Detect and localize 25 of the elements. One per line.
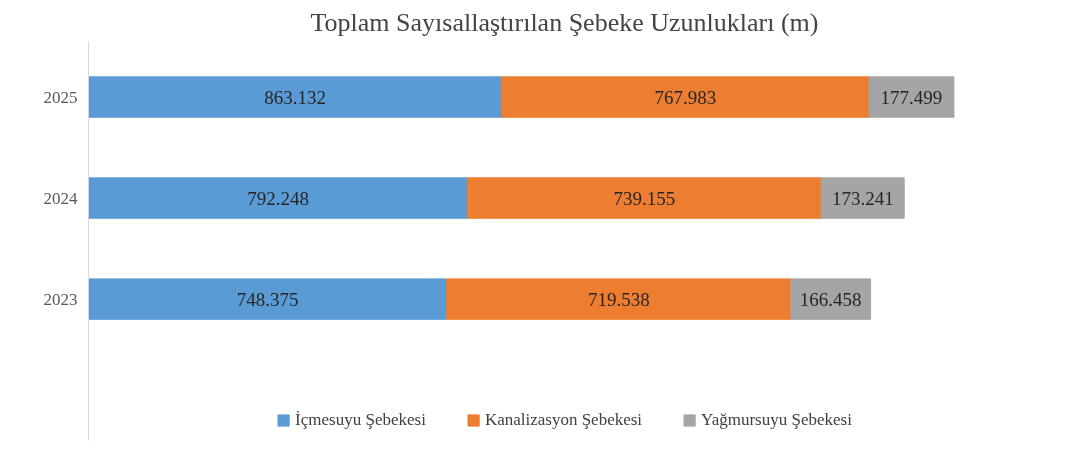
data-label: 173.241 [831,187,894,209]
bar [790,278,872,320]
data-label: 166.458 [799,288,862,310]
bar [820,177,905,219]
data-label: 792.248 [247,187,309,209]
legend-label: İçmesuyu Şebekesi [295,410,426,430]
data-label: 739.155 [613,187,676,209]
chart-title: Toplam Sayısallaştırılan Şebeke Uzunlukları (m) [310,7,819,37]
data-label: 863.132 [264,86,326,108]
bar [501,76,870,118]
bar [868,76,955,118]
bar [446,278,792,320]
y-tick-label: 2023 [43,289,78,309]
bar [467,177,822,219]
y-tick-label: 2025 [43,87,78,107]
data-label: 767.983 [654,86,717,108]
legend-label: Kanalizasyon Şebekesi [484,410,643,430]
bar [88,76,503,118]
y-tick-label: 2024 [43,188,78,208]
bar [88,177,469,219]
legend-label: Yağmursuyu Şebekesi [701,410,852,430]
bar [88,278,448,320]
data-label: 177.499 [880,86,943,108]
data-label: 719.538 [587,288,650,310]
data-label: 748.375 [236,288,299,310]
